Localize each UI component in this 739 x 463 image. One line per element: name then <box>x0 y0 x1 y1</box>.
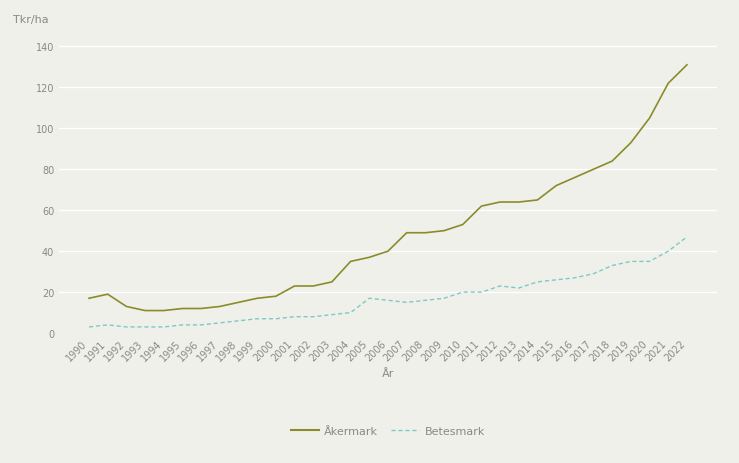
Åkermark <box>402 231 411 236</box>
Betesmark <box>514 286 523 291</box>
Betesmark <box>234 319 243 324</box>
Betesmark <box>607 263 616 269</box>
Betesmark <box>496 283 505 289</box>
Betesmark <box>253 316 262 322</box>
Betesmark <box>477 290 486 295</box>
Åkermark <box>458 222 467 228</box>
Åkermark <box>607 159 616 164</box>
Betesmark <box>160 325 168 330</box>
Åkermark <box>589 167 598 173</box>
Betesmark <box>103 322 112 328</box>
X-axis label: År: År <box>382 369 394 378</box>
Åkermark <box>140 308 149 313</box>
Line: Betesmark: Betesmark <box>89 238 687 327</box>
Betesmark <box>84 325 93 330</box>
Legend: Åkermark, Betesmark: Åkermark, Betesmark <box>286 421 490 440</box>
Åkermark <box>84 296 93 301</box>
Betesmark <box>627 259 636 265</box>
Betesmark <box>402 300 411 306</box>
Åkermark <box>346 259 355 265</box>
Åkermark <box>215 304 224 310</box>
Betesmark <box>197 322 205 328</box>
Betesmark <box>178 322 187 328</box>
Åkermark <box>496 200 505 206</box>
Betesmark <box>589 271 598 277</box>
Betesmark <box>215 320 224 326</box>
Åkermark <box>197 306 205 312</box>
Åkermark <box>477 204 486 209</box>
Betesmark <box>309 314 318 320</box>
Åkermark <box>645 116 654 122</box>
Åkermark <box>271 294 280 300</box>
Åkermark <box>309 283 318 289</box>
Åkermark <box>253 296 262 301</box>
Betesmark <box>664 249 672 254</box>
Åkermark <box>552 183 561 189</box>
Betesmark <box>365 296 374 301</box>
Åkermark <box>365 255 374 261</box>
Åkermark <box>384 249 392 254</box>
Åkermark <box>234 300 243 306</box>
Betesmark <box>645 259 654 265</box>
Åkermark <box>571 175 579 181</box>
Line: Åkermark: Åkermark <box>89 66 687 311</box>
Åkermark <box>664 81 672 87</box>
Åkermark <box>627 141 636 146</box>
Betesmark <box>122 325 131 330</box>
Betesmark <box>271 316 280 322</box>
Betesmark <box>571 275 579 281</box>
Betesmark <box>683 235 692 240</box>
Betesmark <box>533 280 542 285</box>
Text: Tkr/ha: Tkr/ha <box>13 15 49 25</box>
Åkermark <box>327 280 336 285</box>
Åkermark <box>160 308 168 313</box>
Åkermark <box>103 292 112 297</box>
Betesmark <box>346 310 355 316</box>
Betesmark <box>421 298 430 303</box>
Åkermark <box>122 304 131 310</box>
Åkermark <box>178 306 187 312</box>
Betesmark <box>327 312 336 318</box>
Betesmark <box>552 277 561 283</box>
Åkermark <box>290 283 299 289</box>
Åkermark <box>533 198 542 203</box>
Åkermark <box>421 231 430 236</box>
Åkermark <box>683 63 692 69</box>
Betesmark <box>458 290 467 295</box>
Åkermark <box>440 228 449 234</box>
Betesmark <box>440 296 449 301</box>
Åkermark <box>514 200 523 206</box>
Betesmark <box>384 298 392 303</box>
Betesmark <box>140 325 149 330</box>
Betesmark <box>290 314 299 320</box>
